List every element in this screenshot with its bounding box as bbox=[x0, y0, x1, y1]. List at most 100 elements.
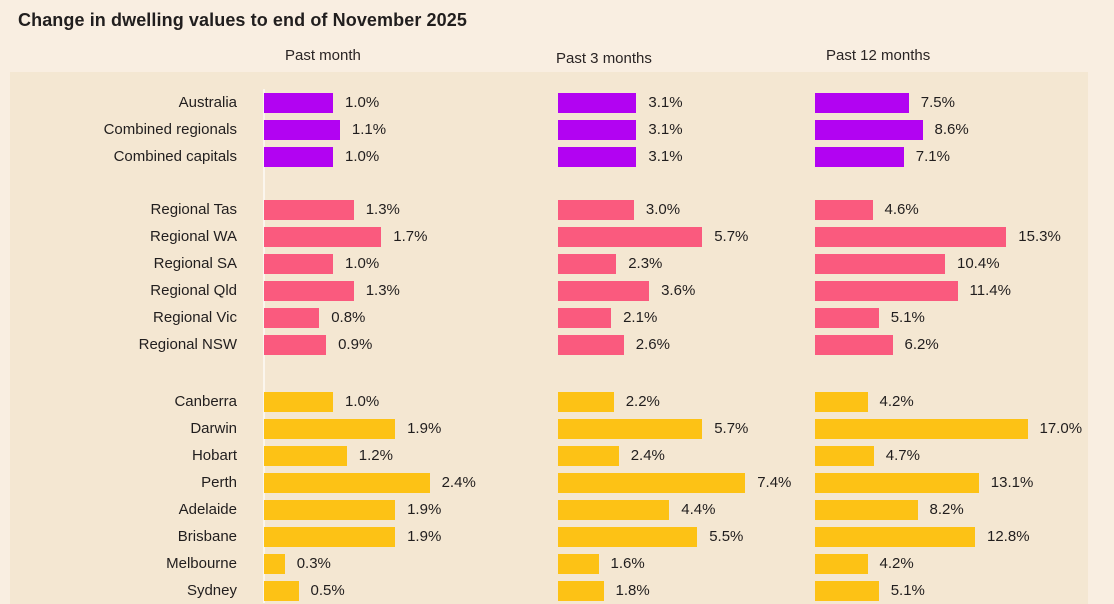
value-bar bbox=[815, 119, 923, 140]
bar-cell: 2.6% bbox=[558, 331, 815, 358]
value-bar bbox=[815, 418, 1028, 439]
value-bar bbox=[558, 146, 637, 167]
value-label: 7.5% bbox=[920, 94, 955, 111]
value-bar bbox=[815, 253, 945, 274]
row-label: Canberra bbox=[174, 393, 237, 410]
row-label: Hobart bbox=[191, 447, 237, 464]
value-bar bbox=[264, 580, 299, 601]
value-label: 5.5% bbox=[709, 528, 744, 545]
row-label: Regional NSW bbox=[138, 336, 237, 353]
row-label: Sydney bbox=[186, 582, 237, 599]
bar-cell: 8.2% bbox=[815, 496, 1088, 523]
chart-row: Regional SA 1.0% 2.3% 10.4% bbox=[10, 250, 1088, 277]
column-header-past-month: Past month bbox=[285, 47, 361, 64]
value-bar bbox=[815, 499, 918, 520]
row-label: Regional Tas bbox=[150, 201, 237, 218]
value-bar bbox=[558, 280, 650, 301]
value-bar bbox=[558, 553, 599, 574]
value-bar bbox=[264, 119, 340, 140]
bar-cell: 1.3% bbox=[264, 196, 558, 223]
bar-cell: 5.7% bbox=[558, 415, 815, 442]
value-label: 1.9% bbox=[407, 501, 442, 518]
bar-cell: 1.0% bbox=[264, 89, 558, 116]
value-bar bbox=[815, 391, 868, 412]
bar-cell: 17.0% bbox=[815, 415, 1088, 442]
row-label: Darwin bbox=[190, 420, 237, 437]
bar-cell: 13.1% bbox=[815, 469, 1088, 496]
bar-cell: 7.1% bbox=[815, 143, 1088, 170]
chart-row: Combined capitals 1.0% 3.1% 7.1% bbox=[10, 143, 1088, 170]
bar-cell: 7.5% bbox=[815, 89, 1088, 116]
value-label: 5.7% bbox=[714, 420, 749, 437]
chart-row: Combined regionals 1.1% 3.1% 8.6% bbox=[10, 116, 1088, 143]
bar-cell: 1.2% bbox=[264, 442, 558, 469]
value-bar bbox=[815, 280, 958, 301]
value-label: 1.3% bbox=[365, 282, 400, 299]
value-label: 5.1% bbox=[890, 309, 925, 326]
value-bar bbox=[264, 391, 333, 412]
value-label: 1.0% bbox=[345, 255, 380, 272]
chart-row: Regional Tas 1.3% 3.0% 4.6% bbox=[10, 196, 1088, 223]
bar-cell: 3.0% bbox=[558, 196, 815, 223]
bar-cell: 3.6% bbox=[558, 277, 815, 304]
value-bar bbox=[815, 445, 874, 466]
row-label: Melbourne bbox=[166, 555, 237, 572]
row-label: Combined capitals bbox=[113, 148, 237, 165]
chart-row: Regional WA 1.7% 5.7% 15.3% bbox=[10, 223, 1088, 250]
chart-row: Regional Vic 0.8% 2.1% 5.1% bbox=[10, 304, 1088, 331]
bar-cell: 5.5% bbox=[558, 523, 815, 550]
value-label: 3.1% bbox=[648, 94, 683, 111]
value-label: 3.6% bbox=[661, 282, 696, 299]
chart-row: Darwin 1.9% 5.7% 17.0% bbox=[10, 415, 1088, 442]
value-label: 1.0% bbox=[345, 148, 380, 165]
row-label: Combined regionals bbox=[103, 121, 237, 138]
bar-cell: 1.7% bbox=[264, 223, 558, 250]
row-label: Regional Qld bbox=[150, 282, 237, 299]
bar-cell: 0.9% bbox=[264, 331, 558, 358]
value-label: 1.2% bbox=[358, 447, 393, 464]
chart-row: Melbourne 0.3% 1.6% 4.2% bbox=[10, 550, 1088, 577]
row-label: Adelaide bbox=[178, 501, 237, 518]
value-bar bbox=[264, 499, 396, 520]
value-bar bbox=[264, 472, 430, 493]
value-bar bbox=[558, 580, 604, 601]
value-label: 2.4% bbox=[441, 474, 476, 491]
chart-row: Sydney 0.5% 1.8% 5.1% bbox=[10, 577, 1088, 604]
value-bar bbox=[558, 199, 634, 220]
chart-row: Regional Qld 1.3% 3.6% 11.4% bbox=[10, 277, 1088, 304]
bar-cell: 10.4% bbox=[815, 250, 1088, 277]
value-label: 0.3% bbox=[296, 555, 331, 572]
value-bar bbox=[558, 119, 637, 140]
value-bar bbox=[264, 226, 382, 247]
value-bar bbox=[558, 391, 614, 412]
bar-cell: 1.9% bbox=[264, 415, 558, 442]
value-bar bbox=[558, 445, 619, 466]
value-label: 0.9% bbox=[338, 336, 373, 353]
bar-cell: 1.0% bbox=[264, 143, 558, 170]
bar-cell: 0.5% bbox=[264, 577, 558, 604]
bar-cell: 1.6% bbox=[558, 550, 815, 577]
chart-row: Brisbane 1.9% 5.5% 12.8% bbox=[10, 523, 1088, 550]
value-bar bbox=[264, 418, 396, 439]
column-header-past-3-months: Past 3 months bbox=[556, 50, 652, 67]
chart-row: Perth 2.4% 7.4% 13.1% bbox=[10, 469, 1088, 496]
value-label: 4.6% bbox=[884, 201, 919, 218]
value-label: 6.2% bbox=[904, 336, 939, 353]
value-label: 3.1% bbox=[648, 121, 683, 138]
value-bar bbox=[558, 92, 637, 113]
value-label: 1.9% bbox=[407, 528, 442, 545]
value-bar bbox=[558, 499, 670, 520]
bar-cell: 1.0% bbox=[264, 388, 558, 415]
column-header-past-12-months: Past 12 months bbox=[826, 47, 931, 64]
value-bar bbox=[815, 334, 893, 355]
value-bar bbox=[558, 526, 698, 547]
value-bar bbox=[815, 580, 879, 601]
value-bar bbox=[264, 445, 347, 466]
value-label: 2.1% bbox=[623, 309, 658, 326]
chart-row: Hobart 1.2% 2.4% 4.7% bbox=[10, 442, 1088, 469]
bar-cell: 2.3% bbox=[558, 250, 815, 277]
value-label: 0.8% bbox=[331, 309, 366, 326]
chart-row: Canberra 1.0% 2.2% 4.2% bbox=[10, 388, 1088, 415]
bar-cell: 2.2% bbox=[558, 388, 815, 415]
